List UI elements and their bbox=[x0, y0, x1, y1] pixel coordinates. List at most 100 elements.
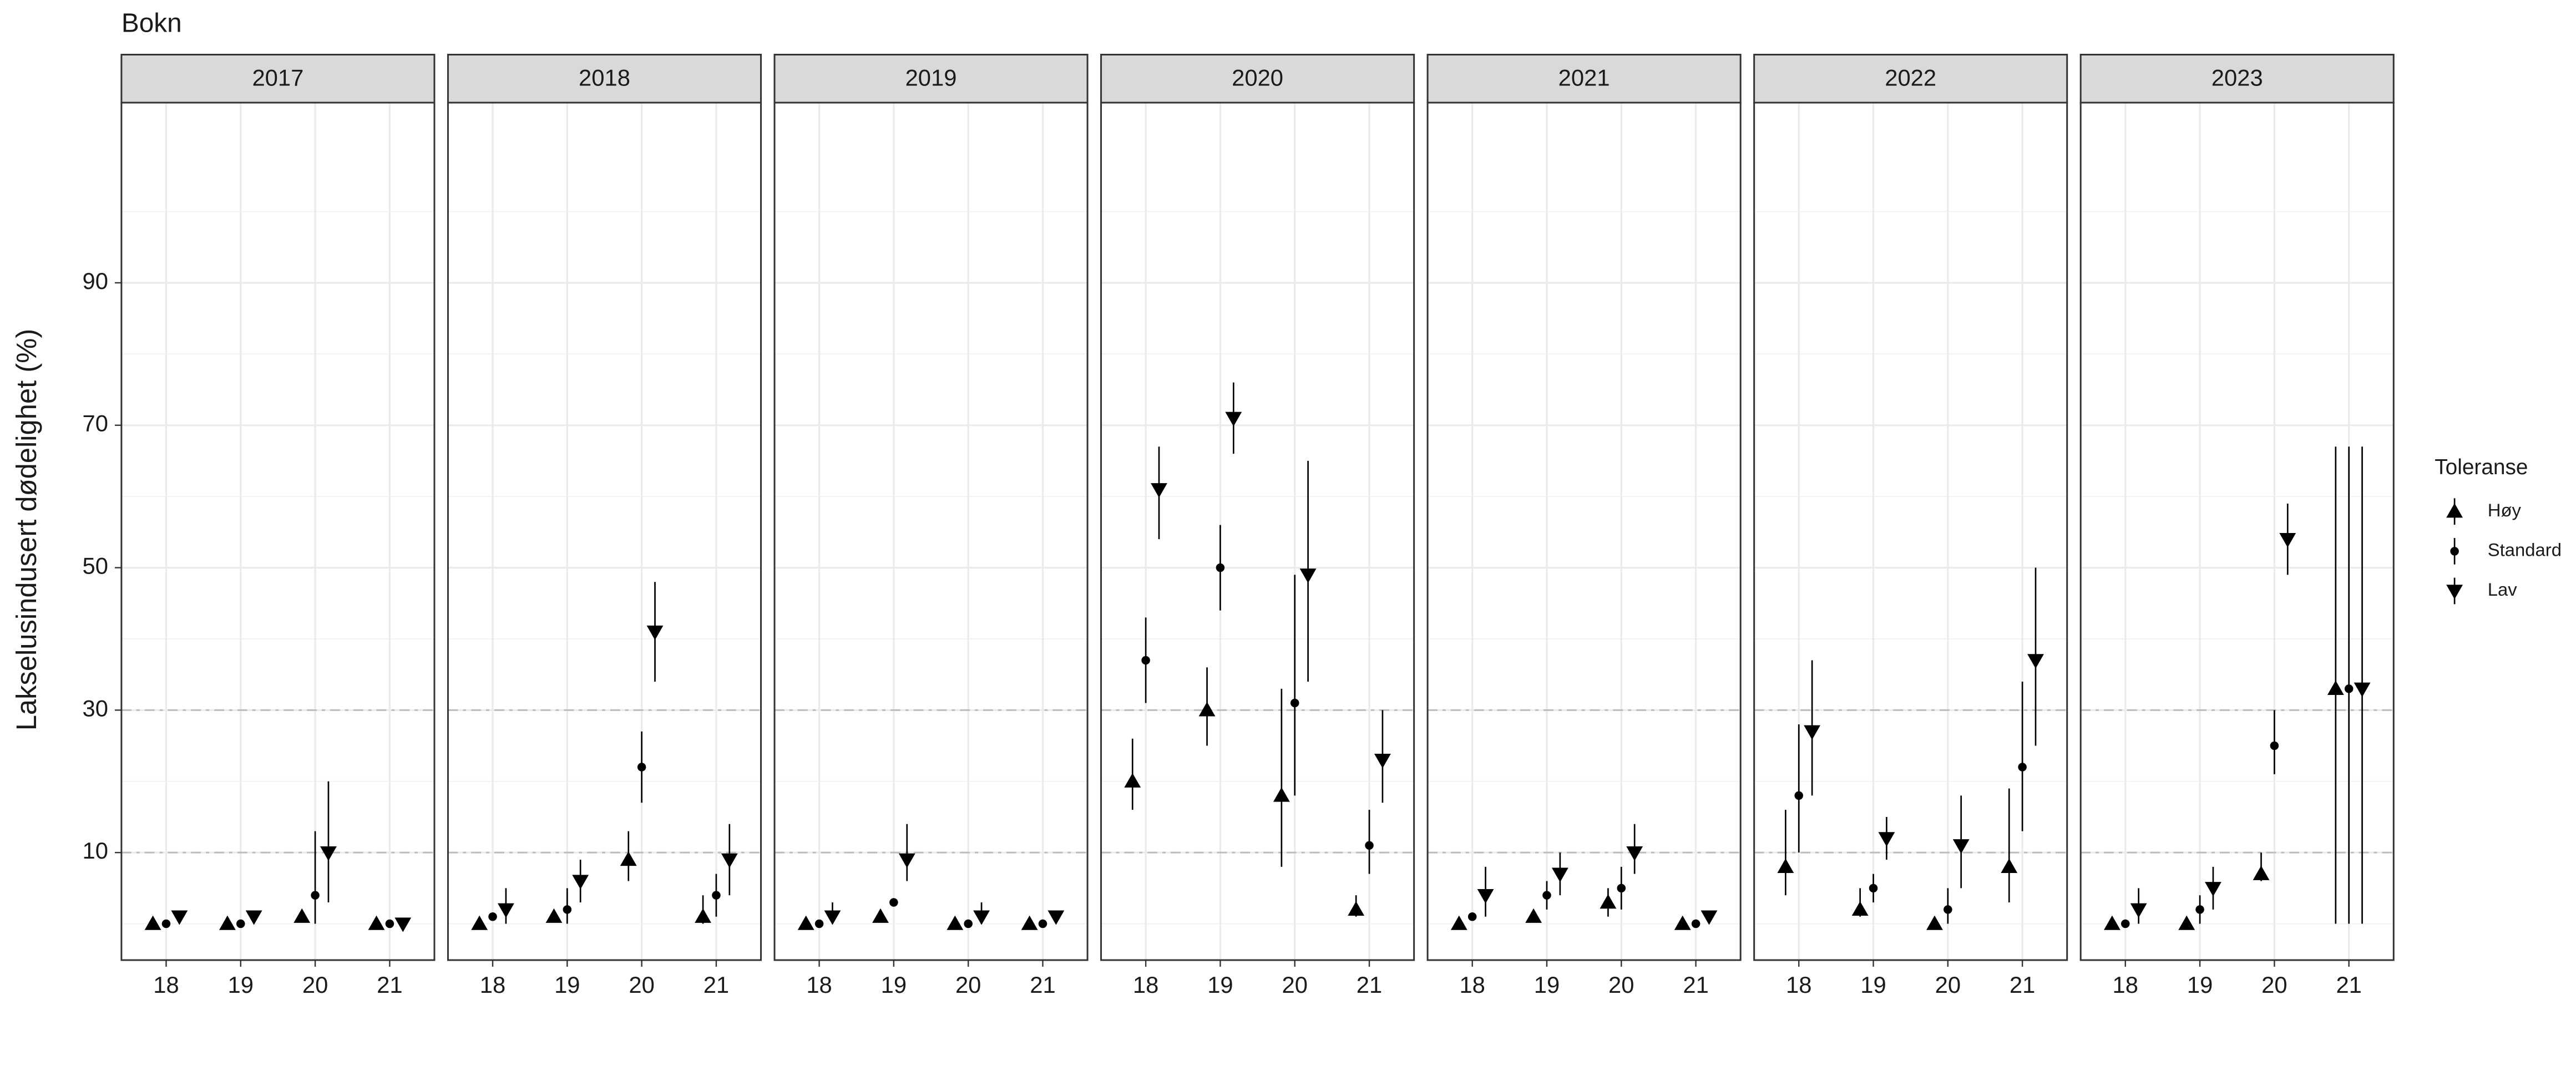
point bbox=[1701, 910, 1718, 925]
legend-marker bbox=[2446, 503, 2463, 518]
point bbox=[1551, 867, 1568, 882]
point bbox=[973, 910, 990, 925]
point bbox=[311, 891, 320, 900]
legend-marker bbox=[2450, 547, 2459, 556]
x-tick-label: 20 bbox=[629, 972, 654, 998]
point bbox=[947, 915, 964, 930]
x-tick-label: 20 bbox=[1608, 972, 1634, 998]
point bbox=[712, 891, 721, 900]
point bbox=[1869, 884, 1878, 893]
point bbox=[1617, 884, 1626, 893]
point bbox=[1290, 698, 1299, 708]
point bbox=[488, 912, 497, 921]
point bbox=[1804, 725, 1821, 740]
point bbox=[161, 919, 171, 928]
point bbox=[1047, 910, 1065, 925]
panel-background bbox=[448, 103, 761, 961]
point bbox=[695, 908, 711, 923]
x-tick-label: 21 bbox=[377, 972, 402, 998]
point bbox=[1851, 901, 1869, 916]
x-tick-label: 19 bbox=[881, 972, 907, 998]
x-tick-label: 21 bbox=[1357, 972, 1382, 998]
point bbox=[545, 908, 563, 923]
point bbox=[1038, 919, 1047, 928]
point bbox=[1600, 894, 1617, 909]
point bbox=[2027, 654, 2044, 669]
point bbox=[2279, 532, 2296, 548]
x-tick-label: 19 bbox=[1860, 972, 1886, 998]
point bbox=[144, 915, 161, 930]
x-tick-label: 20 bbox=[2261, 972, 2287, 998]
point bbox=[797, 915, 814, 930]
strip bbox=[447, 53, 762, 104]
x-tick-label: 19 bbox=[554, 972, 580, 998]
legend-title: Toleranse bbox=[2435, 455, 2528, 479]
strip bbox=[1753, 53, 2068, 104]
point bbox=[1691, 919, 1701, 928]
point bbox=[872, 908, 889, 923]
point bbox=[1216, 563, 1225, 572]
x-tick-label: 18 bbox=[1133, 972, 1158, 998]
point bbox=[2344, 684, 2354, 693]
x-tick-label: 19 bbox=[1534, 972, 1560, 998]
panel-background bbox=[2081, 103, 2394, 961]
point bbox=[1124, 773, 1141, 788]
point bbox=[1944, 905, 1952, 914]
strip-label: 2017 bbox=[252, 64, 303, 90]
point bbox=[898, 853, 915, 868]
point bbox=[2001, 858, 2018, 874]
point bbox=[293, 908, 311, 923]
point bbox=[1926, 915, 1943, 930]
legend-label: Lav bbox=[2488, 579, 2517, 600]
point bbox=[1348, 901, 1365, 916]
point bbox=[1021, 915, 1038, 930]
chart-title: Bokn bbox=[122, 8, 182, 38]
x-tick-label: 19 bbox=[1207, 972, 1233, 998]
point bbox=[497, 903, 514, 918]
y-tick-label: 30 bbox=[83, 695, 108, 721]
x-tick-label: 21 bbox=[704, 972, 729, 998]
x-tick-label: 19 bbox=[2187, 972, 2213, 998]
x-tick-label: 20 bbox=[1935, 972, 1961, 998]
point bbox=[471, 915, 488, 930]
x-tick-label: 19 bbox=[228, 972, 254, 998]
point bbox=[889, 898, 898, 907]
x-tick-label: 21 bbox=[1683, 972, 1708, 998]
point bbox=[1299, 569, 1317, 583]
panel-background bbox=[1428, 103, 1741, 961]
strip-label: 2023 bbox=[2211, 64, 2263, 90]
point bbox=[2103, 915, 2120, 930]
x-tick-label: 18 bbox=[1459, 972, 1485, 998]
point bbox=[1450, 915, 1467, 930]
point bbox=[824, 910, 841, 925]
point bbox=[2270, 741, 2279, 750]
point bbox=[1273, 787, 1290, 802]
point bbox=[2121, 919, 2130, 928]
point bbox=[2018, 763, 2027, 771]
point bbox=[1365, 841, 1374, 850]
point bbox=[1674, 915, 1691, 930]
strip-label: 2018 bbox=[579, 64, 630, 90]
x-tick-label: 18 bbox=[806, 972, 832, 998]
strip bbox=[120, 53, 436, 104]
x-tick-label: 18 bbox=[2113, 972, 2138, 998]
y-axis-label: Lakselusindusert dødelighet (%) bbox=[11, 329, 42, 731]
strip-label: 2020 bbox=[1232, 64, 1283, 90]
x-tick-label: 21 bbox=[2010, 972, 2035, 998]
x-tick-label: 18 bbox=[1786, 972, 1811, 998]
point bbox=[1777, 858, 1794, 874]
point bbox=[1198, 702, 1216, 717]
point bbox=[814, 919, 824, 928]
point bbox=[1952, 839, 1970, 854]
point bbox=[2178, 915, 2195, 930]
strip bbox=[1100, 53, 1415, 104]
panel-background bbox=[1101, 103, 1414, 961]
x-tick-label: 20 bbox=[1282, 972, 1308, 998]
point bbox=[236, 919, 245, 928]
legend-marker bbox=[2446, 585, 2463, 600]
strip-label: 2019 bbox=[905, 64, 957, 90]
point bbox=[1525, 908, 1542, 923]
panel-background bbox=[774, 103, 1088, 961]
strip-label: 2021 bbox=[1558, 64, 1610, 90]
x-tick-label: 20 bbox=[302, 972, 328, 998]
